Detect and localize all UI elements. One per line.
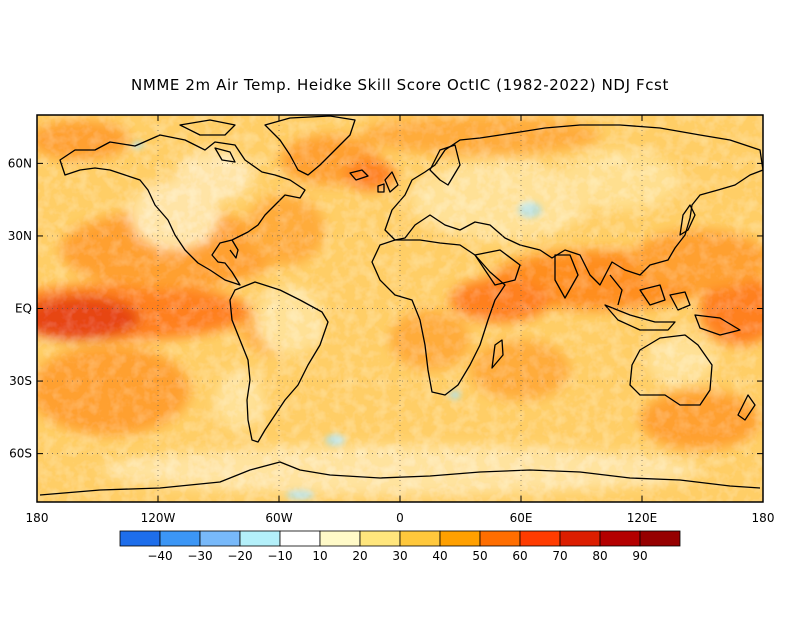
coast-antarctica (39, 461, 761, 496)
lat-tick-label: 60S (9, 447, 32, 461)
lon-tick-label: 0 (396, 511, 404, 525)
colorbar-label: 60 (512, 549, 527, 563)
coastlines (39, 115, 763, 496)
colorbar-label: 50 (472, 549, 487, 563)
colorbar-label: 70 (552, 549, 567, 563)
lat-tick-label: EQ (15, 302, 32, 316)
colorbar-swatch (519, 530, 561, 547)
colorbar-label: −20 (227, 549, 252, 563)
lat-tick-label: 30N (8, 229, 32, 243)
map-title: NMME 2m Air Temp. Heidke Skill Score Oct… (131, 76, 669, 94)
lon-tick-label: 180 (26, 511, 49, 525)
colorbar-swatch (559, 530, 601, 547)
colorbar-label: 90 (632, 549, 647, 563)
colorbar-label: 30 (392, 549, 407, 563)
coast-south-america (229, 281, 329, 443)
colorbar-swatch (479, 530, 521, 547)
colorbar-swatch (119, 530, 161, 547)
colorbar-swatch (239, 530, 281, 547)
coast-africa (371, 239, 506, 396)
colorbar-swatch (319, 530, 361, 547)
colorbar-swatch (199, 530, 241, 547)
coast-eurasia (384, 124, 763, 286)
axis-ticks: 60N 30N EQ 30S 60S 180 120W 60W 0 60E 120E 180 (8, 115, 775, 525)
coast-greenland (264, 115, 356, 176)
colorbar-label: 10 (312, 549, 327, 563)
colorbar-label: 40 (432, 549, 447, 563)
colorbar-swatch (399, 530, 441, 547)
coast-australia (629, 334, 713, 406)
lon-tick-label: 120W (141, 511, 176, 525)
gridlines (37, 115, 763, 502)
lat-tick-label: 60N (8, 156, 32, 170)
colorbar-label: 80 (592, 549, 607, 563)
colorbar: −40 −30 −20 −10 10 20 30 40 50 60 70 80 90 (119, 530, 681, 563)
colorbar-swatch (159, 530, 201, 547)
lon-tick-label: 180 (752, 511, 775, 525)
lon-tick-label: 60W (265, 511, 292, 525)
colorbar-swatch (599, 530, 641, 547)
colorbar-swatch (279, 530, 321, 547)
lat-tick-label: 30S (9, 374, 32, 388)
colorbar-swatch (359, 530, 401, 547)
colorbar-label: −10 (267, 549, 292, 563)
lon-tick-label: 60E (510, 511, 533, 525)
colorbar-label: 20 (352, 549, 367, 563)
colorbar-label: −30 (187, 549, 212, 563)
colorbar-label: −40 (147, 549, 172, 563)
lon-tick-label: 120E (627, 511, 658, 525)
colorbar-swatch (439, 530, 481, 547)
colorbar-swatch (639, 530, 681, 547)
